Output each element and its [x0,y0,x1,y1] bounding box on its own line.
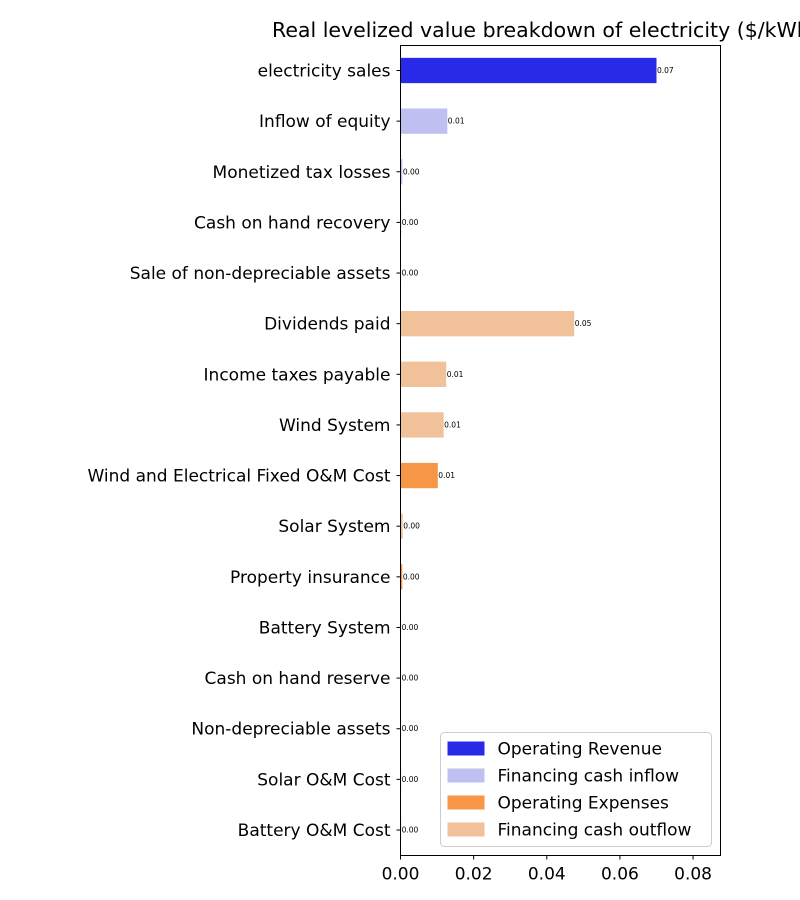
bar-value-label: 0.00 [402,826,419,835]
legend-label: Financing cash outflow [498,821,692,841]
bar-value-label: 0.01 [438,471,455,480]
bar-value-label: 0.01 [444,420,461,429]
bar-value-label: 0.01 [448,117,465,126]
legend: Operating Revenue Financing cash inflow Op… [440,732,712,847]
y-tick-label: Income taxes payable [204,365,391,385]
legend-label: Operating Expenses [498,794,670,814]
plot-area [400,45,721,856]
legend-label: Operating Revenue [498,740,662,760]
bar [400,108,448,134]
bar-value-label: 0.00 [403,572,420,581]
y-tick-label: Cash on hand reserve [205,669,391,689]
y-tick-label: Wind and Electrical Fixed O&M Cost [87,467,390,487]
x-tick-label: 0.00 [382,865,420,885]
bar-value-label: 0.05 [575,319,592,328]
bar [400,361,447,387]
x-tick-label: 0.04 [528,865,566,885]
bar-value-label: 0.00 [402,724,419,733]
y-tick-label: Dividends paid [264,315,390,335]
legend-swatch [447,795,485,810]
bar [400,513,403,539]
bar-value-label: 0.00 [402,623,419,632]
legend-box [440,732,712,847]
x-axis: 0.00 0.02 0.04 0.06 0.08 [382,855,712,885]
bar-value-label: 0.00 [402,269,419,278]
x-tick-label: 0.02 [455,865,493,885]
bar-value-label: 0.01 [447,370,464,379]
y-tick-label: Battery O&M Cost [238,821,391,841]
y-tick-label: Cash on hand recovery [194,213,390,233]
bar [400,564,403,590]
bar-value-label: 0.00 [402,674,419,683]
legend-swatch [447,741,485,756]
bar-labels-layer: 0.07 0.01 0.00 0.00 0.00 0.05 0.01 0.01 0.01 0.00… [402,66,674,835]
y-tick-label: Solar System [278,517,390,537]
chart-title: Real levelized value breakdown of electr… [272,18,800,42]
bar [400,159,403,185]
x-tick-label: 0.08 [674,865,712,885]
bar [400,462,438,489]
y-tick-label: Solar O&M Cost [257,770,391,790]
y-tick-label: Monetized tax losses [213,163,391,183]
bar [400,311,575,337]
y-tick-label: Non-depreciable assets [191,720,390,740]
y-tick-label: Property insurance [230,568,390,588]
legend-swatch [447,768,485,783]
y-tick-label: Wind System [279,416,391,436]
bar-value-label: 0.00 [402,775,419,784]
legend-swatch [447,822,485,837]
y-tick-label: electricity sales [258,62,391,82]
bar-value-label: 0.00 [403,522,420,531]
plot-frame [400,45,721,856]
bar-value-label: 0.00 [403,167,420,176]
bar-value-label: 0.00 [402,218,419,227]
bar [400,57,657,84]
bar [400,412,444,438]
x-tick-label: 0.06 [601,865,639,885]
bar-value-label: 0.07 [657,66,674,75]
y-tick-label: Battery System [259,618,391,638]
y-tick-label: Inflow of equity [259,112,390,132]
legend-label: Financing cash inflow [498,767,680,787]
y-axis: electricity sales Inflow of equity Monetiz… [87,62,401,841]
y-tick-label: Sale of non-depreciable assets [130,264,391,284]
